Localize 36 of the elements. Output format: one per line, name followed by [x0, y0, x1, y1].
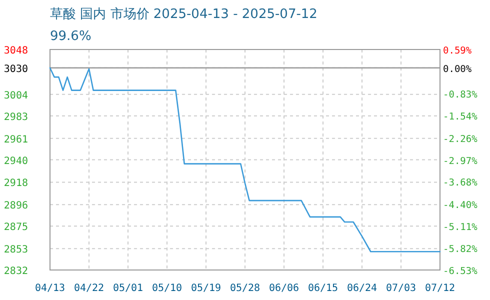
y-tick-label: 3004	[4, 90, 28, 102]
y-tick-label: 2940	[4, 156, 28, 167]
y-tick-label: 2875	[4, 222, 28, 234]
y-tick-label: 2853	[4, 244, 28, 256]
y2-tick-label: -2.26%	[443, 134, 478, 145]
y2-tick-label: -3.68%	[443, 178, 478, 189]
chart-title: 草酸 国内 市场价 2025-04-13 - 2025-07-12	[50, 7, 318, 22]
y-tick-label: 2832	[4, 266, 28, 277]
x-tick-label: 07/12	[424, 283, 456, 294]
y2-tick-label: 0.00%	[443, 64, 472, 75]
y-tick-label: 2918	[4, 178, 28, 190]
chart-subtitle: 99.6%	[50, 29, 92, 44]
x-tick-label: 06/24	[346, 283, 378, 294]
y-tick-label: 3030	[4, 64, 28, 75]
x-tick-label: 04/13	[34, 283, 66, 294]
y2-tick-label: -1.54%	[443, 111, 478, 122]
x-tick-label: 05/19	[190, 283, 222, 294]
x-tick-label: 05/01	[112, 283, 144, 294]
y-tick-label: 2983	[4, 112, 28, 123]
y2-tick-label: -4.40%	[443, 200, 478, 212]
x-tick-label: 06/15	[308, 283, 338, 294]
y2-tick-label: -5.11%	[443, 222, 478, 234]
y2-tick-label: -6.53%	[443, 266, 478, 277]
line-series	[49, 67, 441, 252]
x-tick-label: 05/10	[152, 283, 182, 294]
y2-tick-label: -0.83%	[443, 89, 478, 100]
y2-tick-label: 0.59%	[443, 46, 472, 56]
x-tick-label: 07/03	[386, 283, 416, 294]
y-tick-label: 2896	[4, 200, 28, 212]
x-tick-label: 06/06	[268, 283, 300, 294]
y-tick-label: 2961	[4, 134, 28, 146]
x-tick-label: 04/22	[74, 283, 104, 294]
y2-tick-label: -2.97%	[443, 156, 478, 167]
y2-tick-label: -5.82%	[443, 244, 478, 256]
x-tick-label: 05/28	[230, 283, 260, 294]
y-tick-label: 3048	[4, 46, 28, 56]
